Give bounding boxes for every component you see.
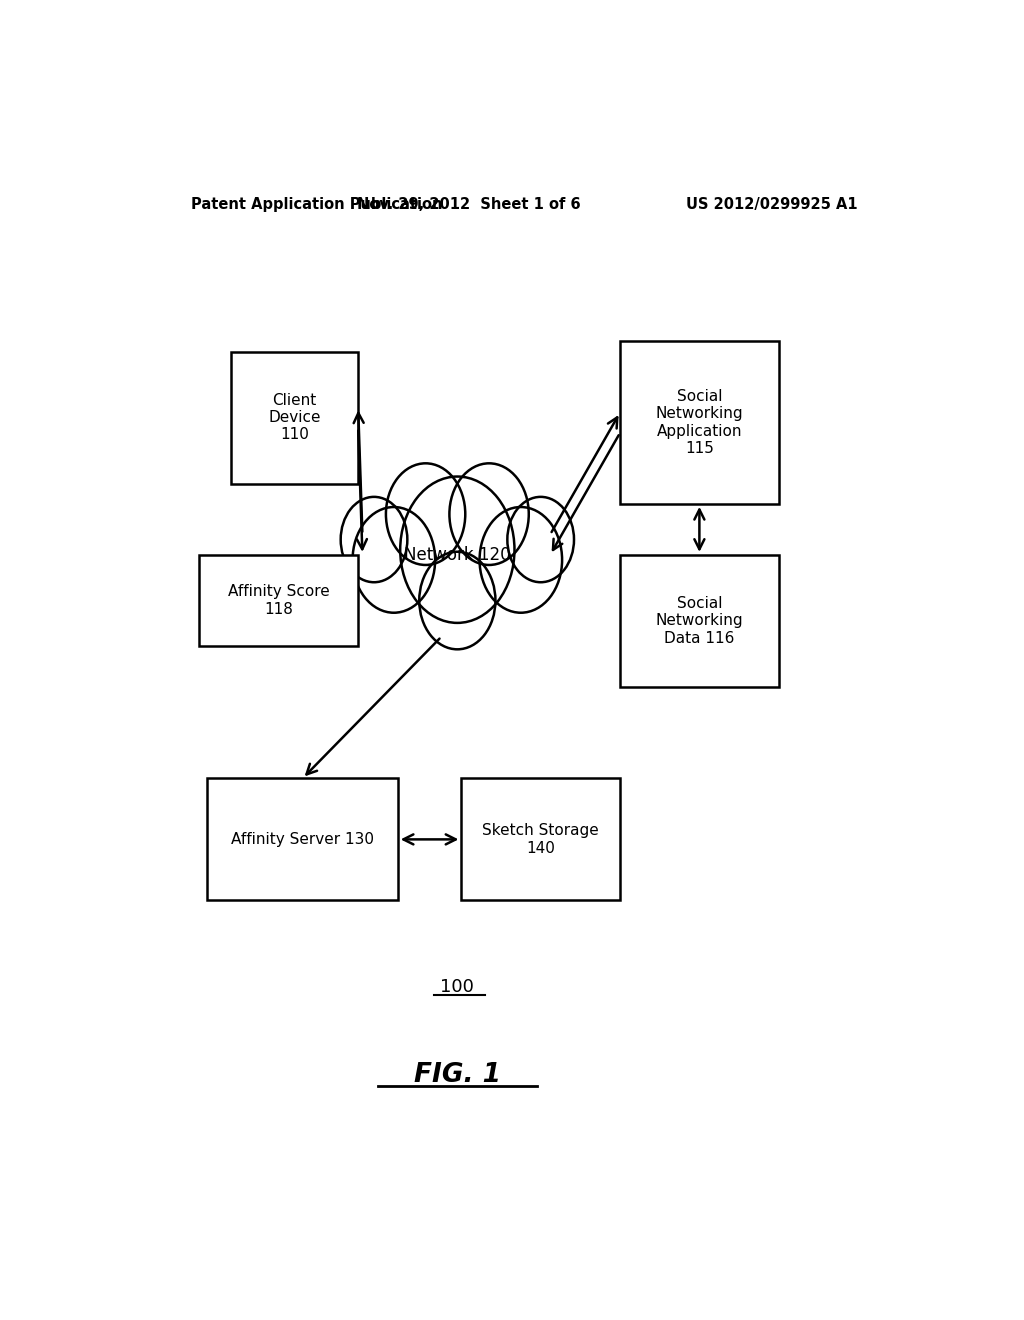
Text: FIG. 1: FIG. 1 [414, 1063, 501, 1088]
Text: Nov. 29, 2012  Sheet 1 of 6: Nov. 29, 2012 Sheet 1 of 6 [357, 197, 581, 211]
Circle shape [400, 477, 514, 623]
FancyBboxPatch shape [207, 779, 397, 900]
Text: Client
Device
110: Client Device 110 [268, 392, 321, 442]
Circle shape [479, 507, 562, 612]
Circle shape [341, 496, 408, 582]
Text: Affinity Server 130: Affinity Server 130 [231, 832, 374, 847]
Text: Network 120: Network 120 [404, 545, 511, 564]
Text: Social
Networking
Application
115: Social Networking Application 115 [655, 389, 743, 457]
FancyBboxPatch shape [200, 554, 358, 647]
Text: Affinity Score
118: Affinity Score 118 [228, 585, 330, 616]
Circle shape [419, 552, 496, 649]
Text: US 2012/0299925 A1: US 2012/0299925 A1 [686, 197, 858, 211]
Circle shape [352, 507, 435, 612]
Text: 100: 100 [440, 978, 474, 995]
FancyBboxPatch shape [620, 342, 779, 504]
Text: Patent Application Publication: Patent Application Publication [191, 197, 443, 211]
FancyBboxPatch shape [461, 779, 620, 900]
Text: Social
Networking
Data 116: Social Networking Data 116 [655, 595, 743, 645]
FancyBboxPatch shape [231, 351, 358, 483]
Text: Sketch Storage
140: Sketch Storage 140 [482, 824, 599, 855]
Circle shape [386, 463, 465, 565]
Circle shape [450, 463, 528, 565]
Circle shape [507, 496, 574, 582]
FancyBboxPatch shape [620, 554, 779, 686]
